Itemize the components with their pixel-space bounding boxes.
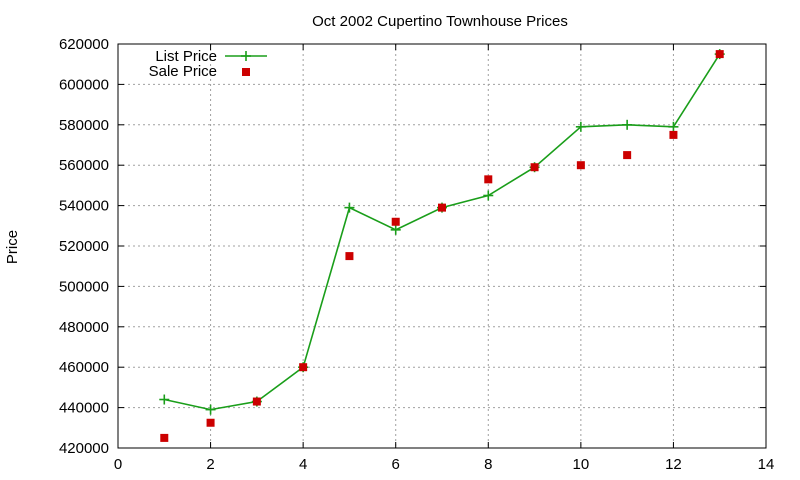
sale-price-point: [669, 130, 678, 139]
y-tick-label: 600000: [59, 76, 109, 93]
x-tick-label: 10: [573, 456, 590, 473]
list-price-point: [159, 394, 170, 405]
x-tick-label: 2: [206, 456, 214, 473]
y-tick-label: 420000: [59, 440, 109, 457]
x-tick-label: 0: [114, 456, 122, 473]
y-tick-label: 440000: [59, 400, 109, 417]
x-tick-label: 4: [299, 456, 307, 473]
legend-label-sale-price: Sale Price: [149, 63, 217, 80]
x-tick-label: 6: [392, 456, 400, 473]
list-price-line: [164, 53, 721, 411]
sale-price-point: [623, 151, 632, 160]
list-price-point: [205, 404, 216, 415]
y-tick-label: 580000: [59, 117, 109, 134]
y-tick-label: 520000: [59, 238, 109, 255]
sale-price-point: [206, 418, 215, 427]
sale-price-point: [391, 217, 400, 226]
x-tick-label: 12: [665, 456, 682, 473]
sale-price-point: [576, 161, 585, 170]
list-price-point: [575, 121, 586, 132]
grid: [118, 44, 766, 448]
legend-marker-list-price: [241, 51, 251, 61]
y-tick-label: 620000: [59, 36, 109, 53]
y-axis-label: Price: [4, 230, 21, 264]
list-price-point: [622, 119, 633, 130]
list-price-point: [668, 121, 679, 132]
sale-price-point: [299, 363, 308, 372]
list-price-point: [344, 202, 355, 213]
chart-title: Oct 2002 Cupertino Townhouse Prices: [312, 13, 568, 30]
sale-price-point: [530, 163, 539, 172]
y-tick-label: 460000: [59, 359, 109, 376]
y-tick-label: 480000: [59, 319, 109, 336]
x-tick-label: 14: [758, 456, 775, 473]
sale-price-point: [715, 50, 724, 59]
y-tick-label: 560000: [59, 157, 109, 174]
sale-price-point: [252, 397, 261, 406]
y-tick-label: 500000: [59, 278, 109, 295]
sale-price-point: [438, 203, 446, 212]
y-tick-label: 540000: [59, 198, 109, 215]
sale-price-point: [345, 252, 354, 261]
series-layer: [159, 49, 725, 442]
list-price-point: [483, 190, 494, 201]
legend-marker-sale-price: [242, 68, 250, 76]
sale-price-point: [484, 175, 493, 184]
x-tick-label: 8: [484, 456, 492, 473]
list-price-point: [390, 224, 401, 235]
legend-label-list-price: List Price: [155, 48, 217, 65]
axis-ticks: 0 2 4 6 8 10 12 14 420000 440000 460000 480000 50000…: [59, 36, 774, 473]
sale-price-point: [160, 433, 169, 442]
